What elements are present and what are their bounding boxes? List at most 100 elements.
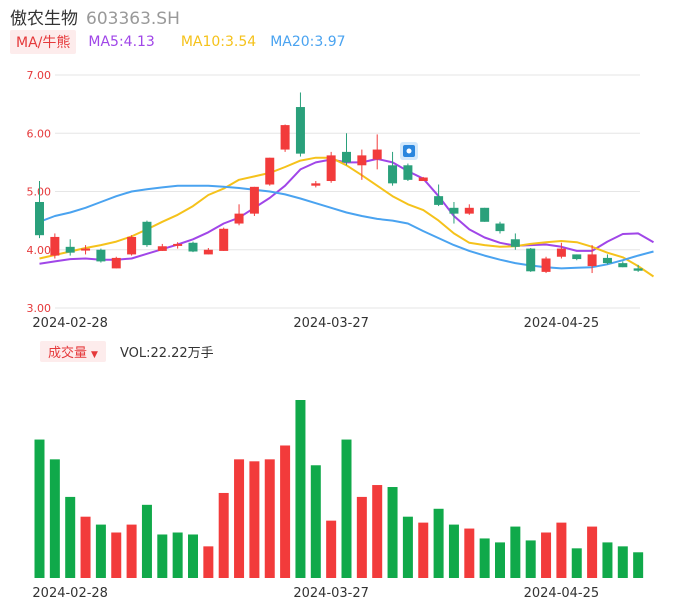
volume-bar <box>341 439 352 578</box>
volume-bar <box>111 532 122 578</box>
candle-body <box>188 242 198 252</box>
volume-bar <box>157 534 168 578</box>
candle <box>434 184 444 207</box>
candle <box>572 254 582 261</box>
candle-body <box>35 201 44 236</box>
candle <box>142 220 152 247</box>
volume-bar <box>633 552 644 578</box>
candle-body <box>357 155 367 166</box>
price-axis: 7.00 6.00 5.00 4.00 3.00 <box>27 69 52 315</box>
x-date-label: 2024-04-25 <box>524 316 600 331</box>
volume-bar <box>34 439 45 578</box>
volume-date-axis: 2024-02-28 2024-03-27 2024-04-25 <box>32 586 599 601</box>
volume-bar <box>571 548 582 578</box>
volume-bar <box>602 542 613 578</box>
volume-bar <box>418 522 429 578</box>
volume-bar <box>218 492 229 578</box>
volume-bar <box>264 459 275 578</box>
candle <box>219 227 229 251</box>
x-date-label: 2024-03-27 <box>293 586 369 601</box>
candle-body <box>326 155 336 182</box>
volume-bar <box>95 524 106 578</box>
candle-body <box>65 246 75 253</box>
volume-bar <box>49 459 60 578</box>
stock-code: 603363.SH <box>86 9 180 29</box>
volume-bar <box>433 508 444 578</box>
candle-body <box>618 263 628 268</box>
volume-bar <box>172 532 183 578</box>
candle <box>295 92 305 157</box>
ma10-legend-label: MA10:3.54 <box>180 34 257 50</box>
candle <box>388 151 398 186</box>
candle <box>602 254 612 265</box>
volume-legend: 成交量 ▼ VOL:22.22万手 <box>40 340 214 362</box>
y-tick-label: 3.00 <box>27 302 52 315</box>
volume-bar <box>556 522 567 578</box>
candle <box>495 221 505 234</box>
volume-bar <box>479 538 490 578</box>
x-date-label: 2024-04-25 <box>524 586 600 601</box>
title-bar: 傲农生物 603363.SH <box>10 4 180 29</box>
candle <box>81 245 91 255</box>
volume-bar <box>203 546 214 578</box>
candle <box>157 243 167 251</box>
volume-bar <box>141 504 152 578</box>
moving-average-lines <box>39 156 655 278</box>
candle <box>418 176 428 182</box>
candle <box>556 242 566 259</box>
volume-bar <box>80 516 91 578</box>
ma20-legend-label: MA20:3.97 <box>270 34 346 50</box>
volume-bar <box>402 516 413 578</box>
volume-bar <box>617 546 628 578</box>
candle-body <box>81 248 91 251</box>
candle-body <box>526 248 536 272</box>
candle <box>173 242 183 249</box>
price-date-axis: 2024-02-28 2024-03-27 2024-04-25 <box>32 316 599 331</box>
candle-body <box>403 165 413 180</box>
volume-bar <box>326 520 337 578</box>
candle <box>249 186 259 216</box>
ma-legend: MA/牛熊 MA5:4.13 MA10:3.54 MA20:3.97 <box>10 30 346 54</box>
candle <box>203 248 213 255</box>
volume-bar <box>448 524 459 578</box>
volume-bar <box>126 524 137 578</box>
candle <box>480 207 490 222</box>
candle-body <box>265 157 275 185</box>
volume-selector-button[interactable]: 成交量 ▼ <box>40 340 106 362</box>
candle-body <box>249 186 259 214</box>
volume-bar <box>525 540 536 578</box>
volume-bar <box>541 532 552 578</box>
stock-name: 傲农生物 <box>10 9 78 29</box>
candle <box>526 248 536 272</box>
candle-body <box>111 257 121 269</box>
candle <box>280 124 290 152</box>
candle-body <box>464 207 474 214</box>
volume-bar <box>310 465 321 578</box>
candle-body <box>127 236 137 255</box>
candle-body <box>495 223 505 232</box>
volume-bar <box>280 445 291 578</box>
candle <box>188 241 198 253</box>
volume-bar <box>464 528 475 578</box>
candle <box>35 181 44 239</box>
candle-body <box>372 149 382 160</box>
candlesticks <box>35 92 643 274</box>
volume-bar <box>387 487 398 578</box>
candle <box>510 233 520 250</box>
candle <box>311 181 321 188</box>
candle-body <box>234 213 244 224</box>
x-date-label: 2024-02-28 <box>32 586 108 601</box>
candle <box>65 239 75 256</box>
candle-body <box>142 221 152 246</box>
ma10-line <box>39 156 655 278</box>
candle <box>372 134 382 170</box>
event-marker-icon[interactable] <box>400 142 418 160</box>
candle-body <box>157 246 167 251</box>
candle <box>357 149 367 180</box>
candle-body <box>480 207 490 222</box>
ma20-line <box>39 184 654 270</box>
volume-bars <box>34 400 644 578</box>
ma-selector-button[interactable]: MA/牛熊 <box>10 30 77 54</box>
y-tick-label: 5.00 <box>27 186 52 199</box>
